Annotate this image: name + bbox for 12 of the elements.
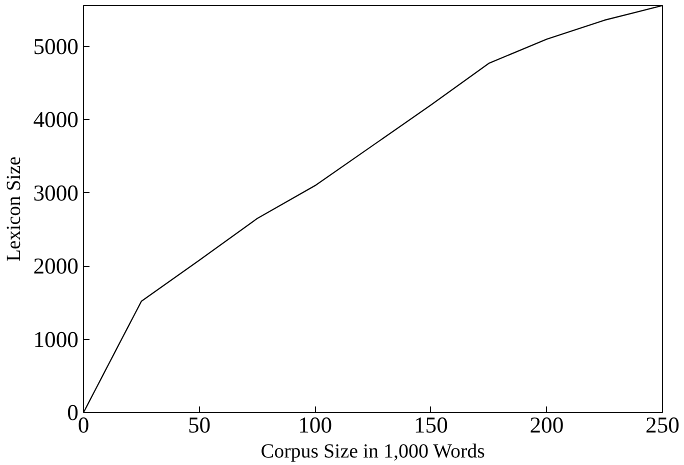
y-tick-label: 4000	[33, 107, 78, 132]
y-axis-title: Lexicon Size	[3, 156, 26, 262]
y-tick-label: 2000	[33, 254, 78, 279]
x-axis-title: Corpus Size in 1,000 Words	[260, 440, 486, 462]
x-tick-label: 150	[414, 412, 448, 438]
y-tick-label: 1000	[33, 326, 78, 352]
x-tick-label: 200	[530, 412, 564, 438]
y-tick-label: 3000	[33, 180, 78, 206]
y-tick-label: 5000	[33, 34, 78, 59]
x-tick-label: 100	[298, 412, 332, 438]
x-tick-label: 50	[188, 412, 211, 438]
x-tick-label: 250	[646, 412, 680, 438]
